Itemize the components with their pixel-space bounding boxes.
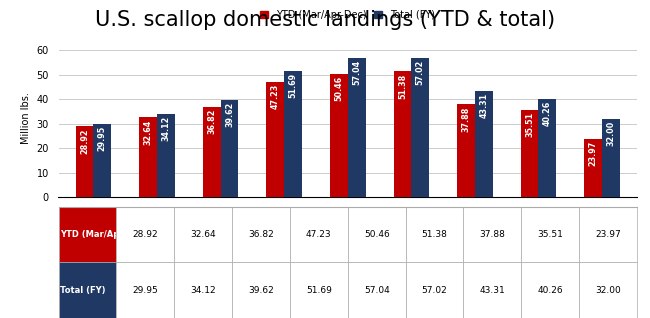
Bar: [521, 110, 538, 197]
Text: 37.88: 37.88: [462, 107, 471, 132]
Bar: [330, 74, 348, 197]
Text: 29.95: 29.95: [98, 126, 107, 151]
Text: 36.82: 36.82: [207, 109, 216, 135]
Text: 47.23: 47.23: [271, 84, 280, 109]
Bar: [94, 124, 111, 197]
Bar: [584, 139, 602, 197]
Text: 51.69: 51.69: [289, 73, 298, 98]
Y-axis label: Million lbs.: Million lbs.: [21, 92, 31, 144]
Bar: [457, 105, 475, 197]
Text: 43.31: 43.31: [479, 93, 488, 118]
Text: 39.62: 39.62: [225, 102, 234, 128]
Text: U.S. scallop domestic landings (YTD & total): U.S. scallop domestic landings (YTD & to…: [95, 10, 555, 30]
Text: 57.02: 57.02: [416, 60, 424, 85]
Bar: [220, 100, 239, 197]
Text: 40.26: 40.26: [543, 100, 552, 126]
Bar: [157, 114, 175, 197]
Legend: YTD (Mar/Apr-Dec), Total (FY): YTD (Mar/Apr-Dec), Total (FY): [259, 8, 437, 22]
Bar: [602, 119, 620, 197]
Bar: [139, 117, 157, 197]
Bar: [393, 72, 411, 197]
Bar: [538, 99, 556, 197]
Bar: [475, 91, 493, 197]
Bar: [348, 58, 365, 197]
Text: 32.00: 32.00: [606, 121, 616, 146]
Bar: [284, 71, 302, 197]
Bar: [203, 107, 220, 197]
Text: 28.92: 28.92: [80, 128, 89, 154]
Text: 50.46: 50.46: [334, 76, 343, 101]
Text: 34.12: 34.12: [161, 116, 170, 141]
Text: 51.38: 51.38: [398, 73, 407, 99]
Text: 35.51: 35.51: [525, 112, 534, 137]
Text: 57.04: 57.04: [352, 59, 361, 85]
Bar: [266, 82, 284, 197]
Bar: [411, 58, 429, 197]
Bar: [75, 127, 94, 197]
Text: 32.64: 32.64: [144, 119, 153, 144]
Text: 23.97: 23.97: [589, 141, 597, 166]
